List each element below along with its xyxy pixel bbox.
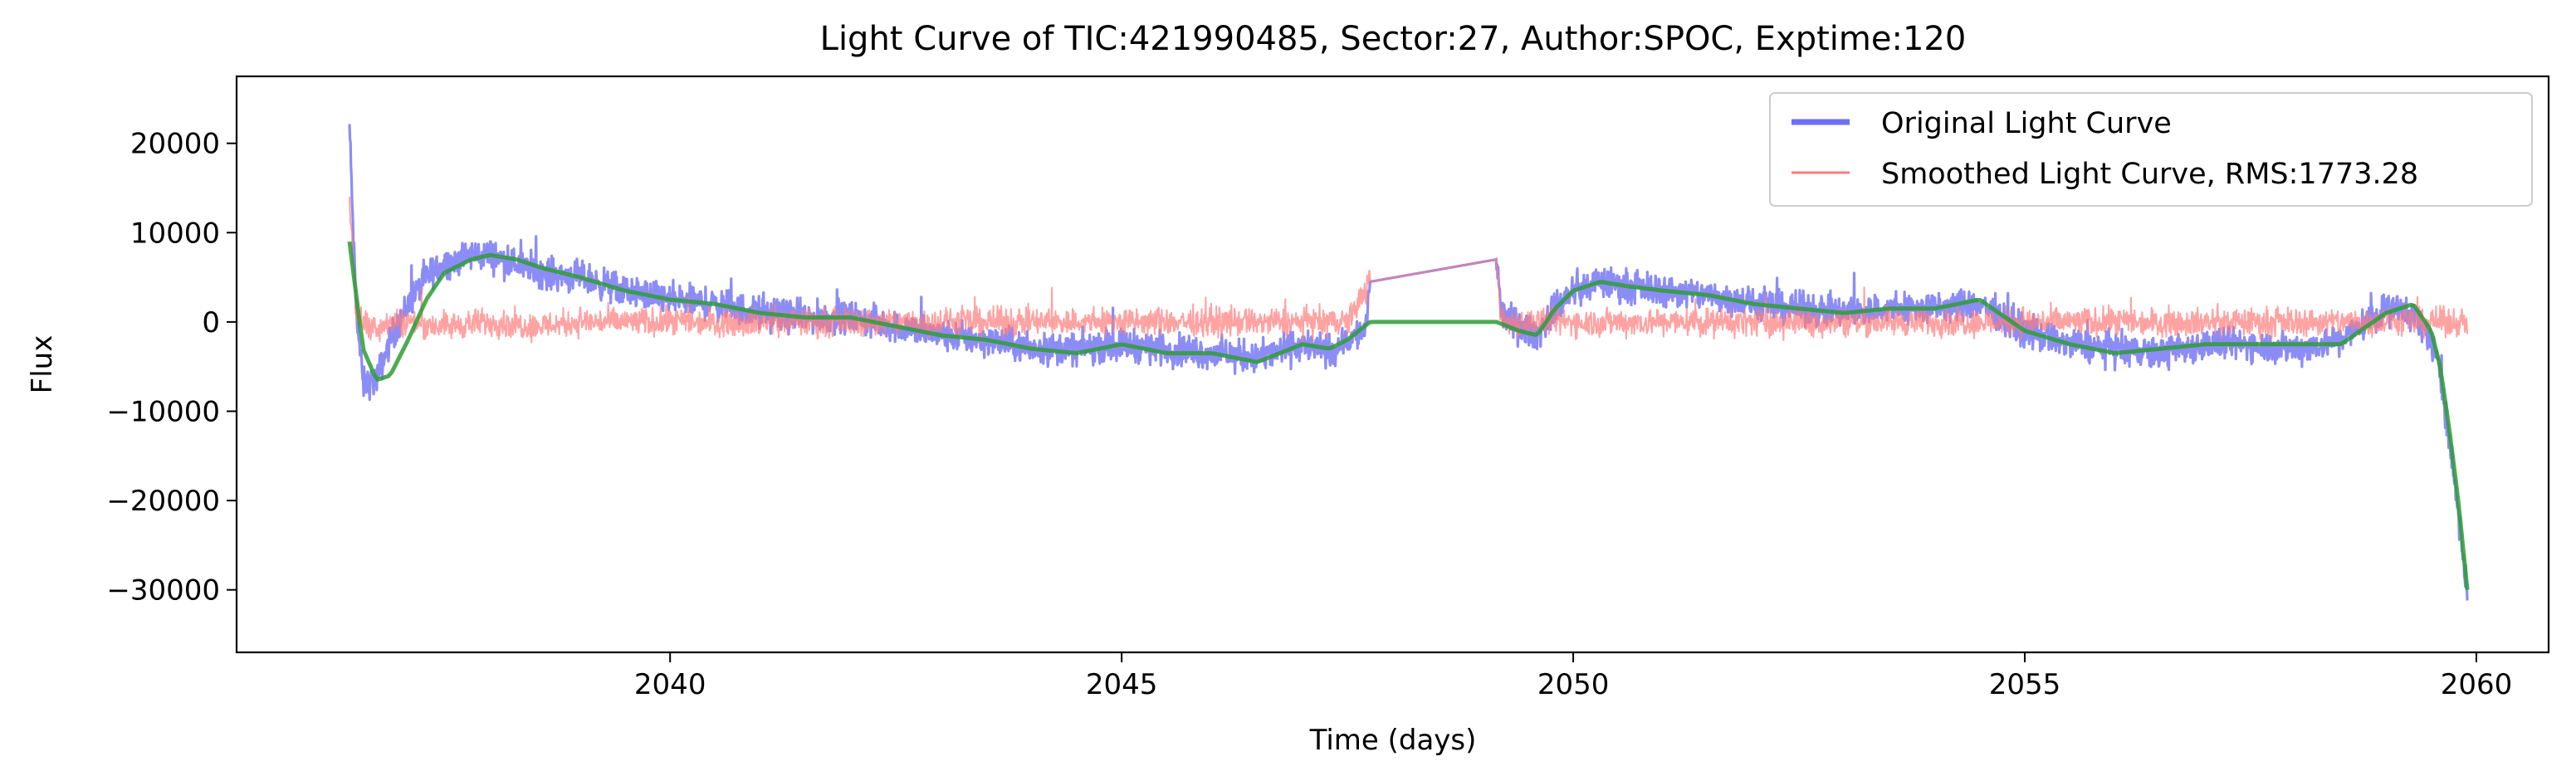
x-axis-label: Time (days) [1309, 724, 1477, 757]
series-smoothed-light-curve [349, 197, 2469, 344]
y-tick-label: −10000 [106, 395, 220, 428]
x-axis-ticks: 2040 2045 2050 2055 2060 [634, 652, 2512, 701]
x-tick-label: 2055 [1989, 668, 2061, 701]
x-tick-label: 2040 [634, 668, 706, 701]
y-tick-label: 10000 [130, 217, 220, 250]
plot-frame [235, 75, 2550, 654]
x-tick-label: 2060 [2441, 668, 2513, 701]
y-axis-label: Flux [26, 335, 59, 394]
chart-title: Light Curve of TIC:421990485, Sector:27,… [820, 20, 1967, 58]
x-tick-label: 2050 [1537, 668, 1610, 701]
y-tick-label: 20000 [130, 128, 220, 161]
y-tick-label: −30000 [106, 574, 220, 608]
x-tick-label: 2045 [1086, 668, 1158, 701]
legend-box [1769, 92, 2533, 207]
y-axis-ticks: 20000 10000 0 −10000 −20000 −30000 [106, 128, 237, 608]
series-layer [347, 124, 2470, 601]
y-tick-label: 0 [202, 306, 220, 339]
legend-label-smoothed: Smoothed Light Curve, RMS:1773.28 [1881, 158, 2418, 191]
legend-label-original: Original Light Curve [1881, 107, 2172, 140]
series-trend-line [347, 241, 2470, 590]
y-tick-label: −20000 [106, 485, 220, 518]
legend: Original Light Curve Smoothed Light Curv… [1769, 92, 2533, 207]
